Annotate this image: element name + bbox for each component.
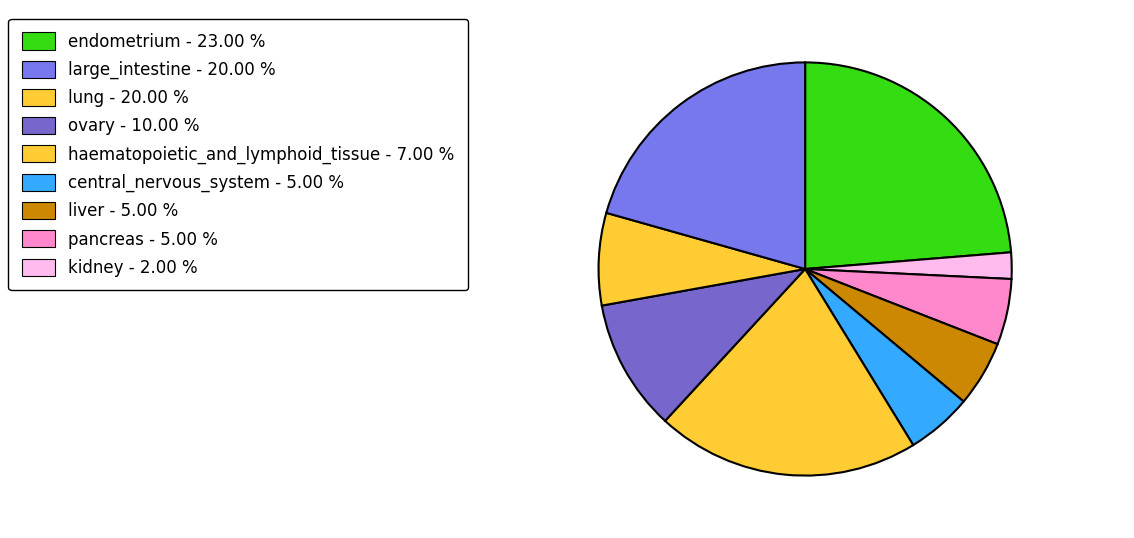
Wedge shape (805, 269, 1012, 344)
Wedge shape (599, 213, 805, 306)
Wedge shape (805, 269, 998, 401)
Legend: endometrium - 23.00 %, large_intestine - 20.00 %, lung - 20.00 %, ovary - 10.00 : endometrium - 23.00 %, large_intestine -… (8, 19, 468, 290)
Wedge shape (805, 62, 1012, 269)
Wedge shape (805, 252, 1012, 279)
Wedge shape (805, 269, 964, 445)
Wedge shape (665, 269, 913, 476)
Wedge shape (602, 269, 805, 421)
Wedge shape (607, 62, 805, 269)
